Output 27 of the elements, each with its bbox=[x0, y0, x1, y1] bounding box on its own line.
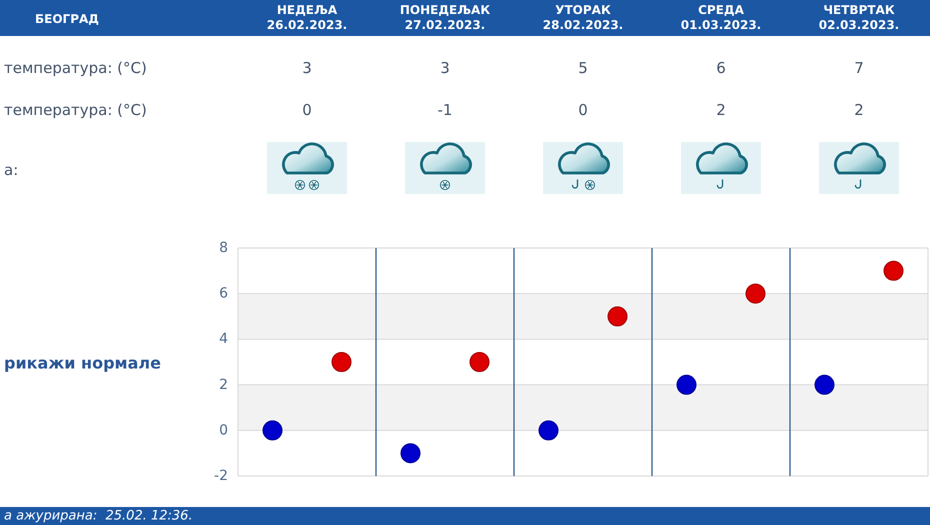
text: НЕДЕЉА 26.02.2023. bbox=[266, 3, 348, 32]
data-label: 7 bbox=[854, 59, 864, 77]
text: УТОРАК 28.02.2023. bbox=[542, 3, 624, 32]
text: ПОНЕДЕЉАК 27.02.2023. bbox=[400, 3, 490, 32]
data-label: 0 bbox=[302, 101, 312, 119]
text: ЧЕТВРТАК 02.03.2023. bbox=[818, 3, 900, 32]
text: рикажи нормале bbox=[4, 354, 162, 372]
y-tick-label: 6 bbox=[219, 286, 228, 302]
text: температура: (°C) bbox=[4, 101, 147, 119]
text: а: bbox=[4, 161, 18, 179]
text: СРЕДА 01.03.2023. bbox=[680, 3, 762, 32]
y-tick-label: 8 bbox=[219, 240, 228, 256]
data-label: 6 bbox=[716, 59, 726, 77]
data-label: 0 bbox=[578, 101, 588, 119]
text: БЕОГРАД bbox=[35, 12, 99, 26]
data-label: -1 bbox=[438, 101, 452, 119]
data-label: 3 bbox=[302, 59, 312, 77]
y-tick-label: -2 bbox=[214, 468, 228, 484]
data-label: 2 bbox=[854, 101, 864, 119]
y-tick-label: 0 bbox=[219, 422, 228, 438]
y-tick-label: 4 bbox=[219, 331, 228, 348]
data-label: 3 bbox=[440, 59, 450, 77]
text: а ажурирана: 25.02. 12:36. bbox=[4, 508, 193, 524]
text: температура: (°C) bbox=[4, 59, 147, 77]
data-label: 5 bbox=[578, 59, 588, 77]
y-tick-label: 2 bbox=[219, 376, 228, 393]
data-label: 2 bbox=[716, 101, 726, 119]
